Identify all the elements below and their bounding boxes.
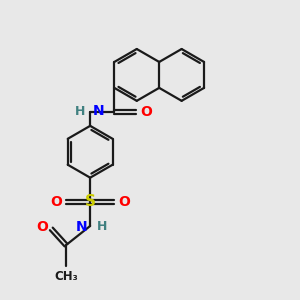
Text: O: O (36, 220, 48, 234)
Text: O: O (51, 195, 62, 209)
Text: N: N (76, 220, 88, 234)
Text: H: H (97, 220, 107, 233)
Text: S: S (85, 194, 96, 209)
Text: O: O (140, 105, 152, 119)
Text: CH₃: CH₃ (54, 270, 78, 283)
Text: N: N (92, 104, 104, 118)
Text: H: H (75, 105, 86, 118)
Text: O: O (118, 195, 130, 209)
